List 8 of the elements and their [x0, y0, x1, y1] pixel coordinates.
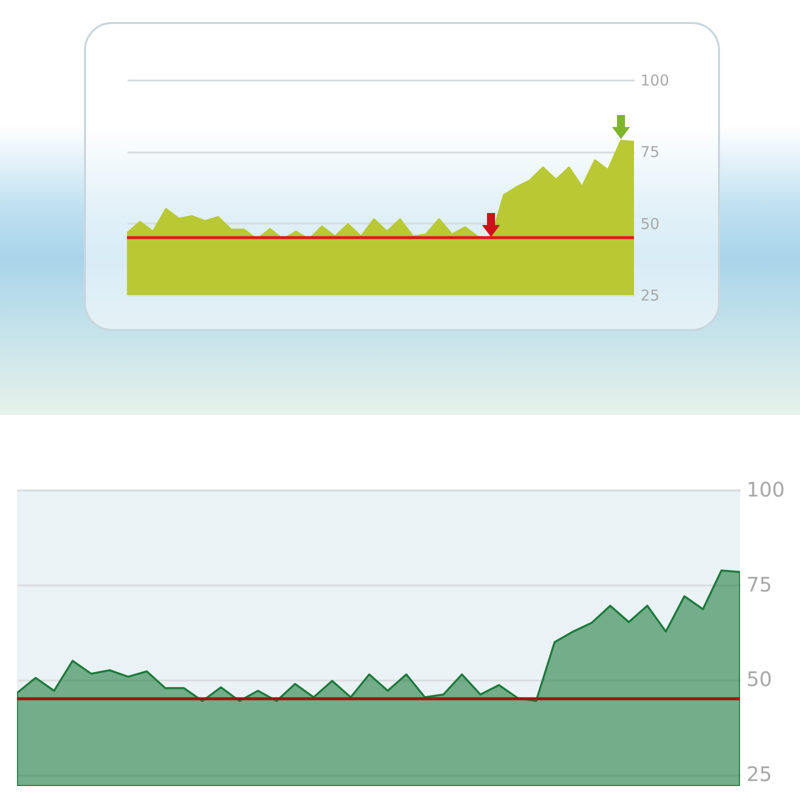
y-tick-label: 100: [640, 72, 670, 90]
y-tick-label: 50: [746, 667, 772, 692]
y-tick-label: 50: [640, 214, 660, 233]
y-tick-label: 75: [746, 572, 772, 596]
y-tick-label: 75: [640, 143, 660, 162]
y-tick-label: 25: [746, 762, 772, 786]
y-tick-label: 25: [640, 286, 660, 304]
y-tick-label: 100: [746, 478, 785, 502]
